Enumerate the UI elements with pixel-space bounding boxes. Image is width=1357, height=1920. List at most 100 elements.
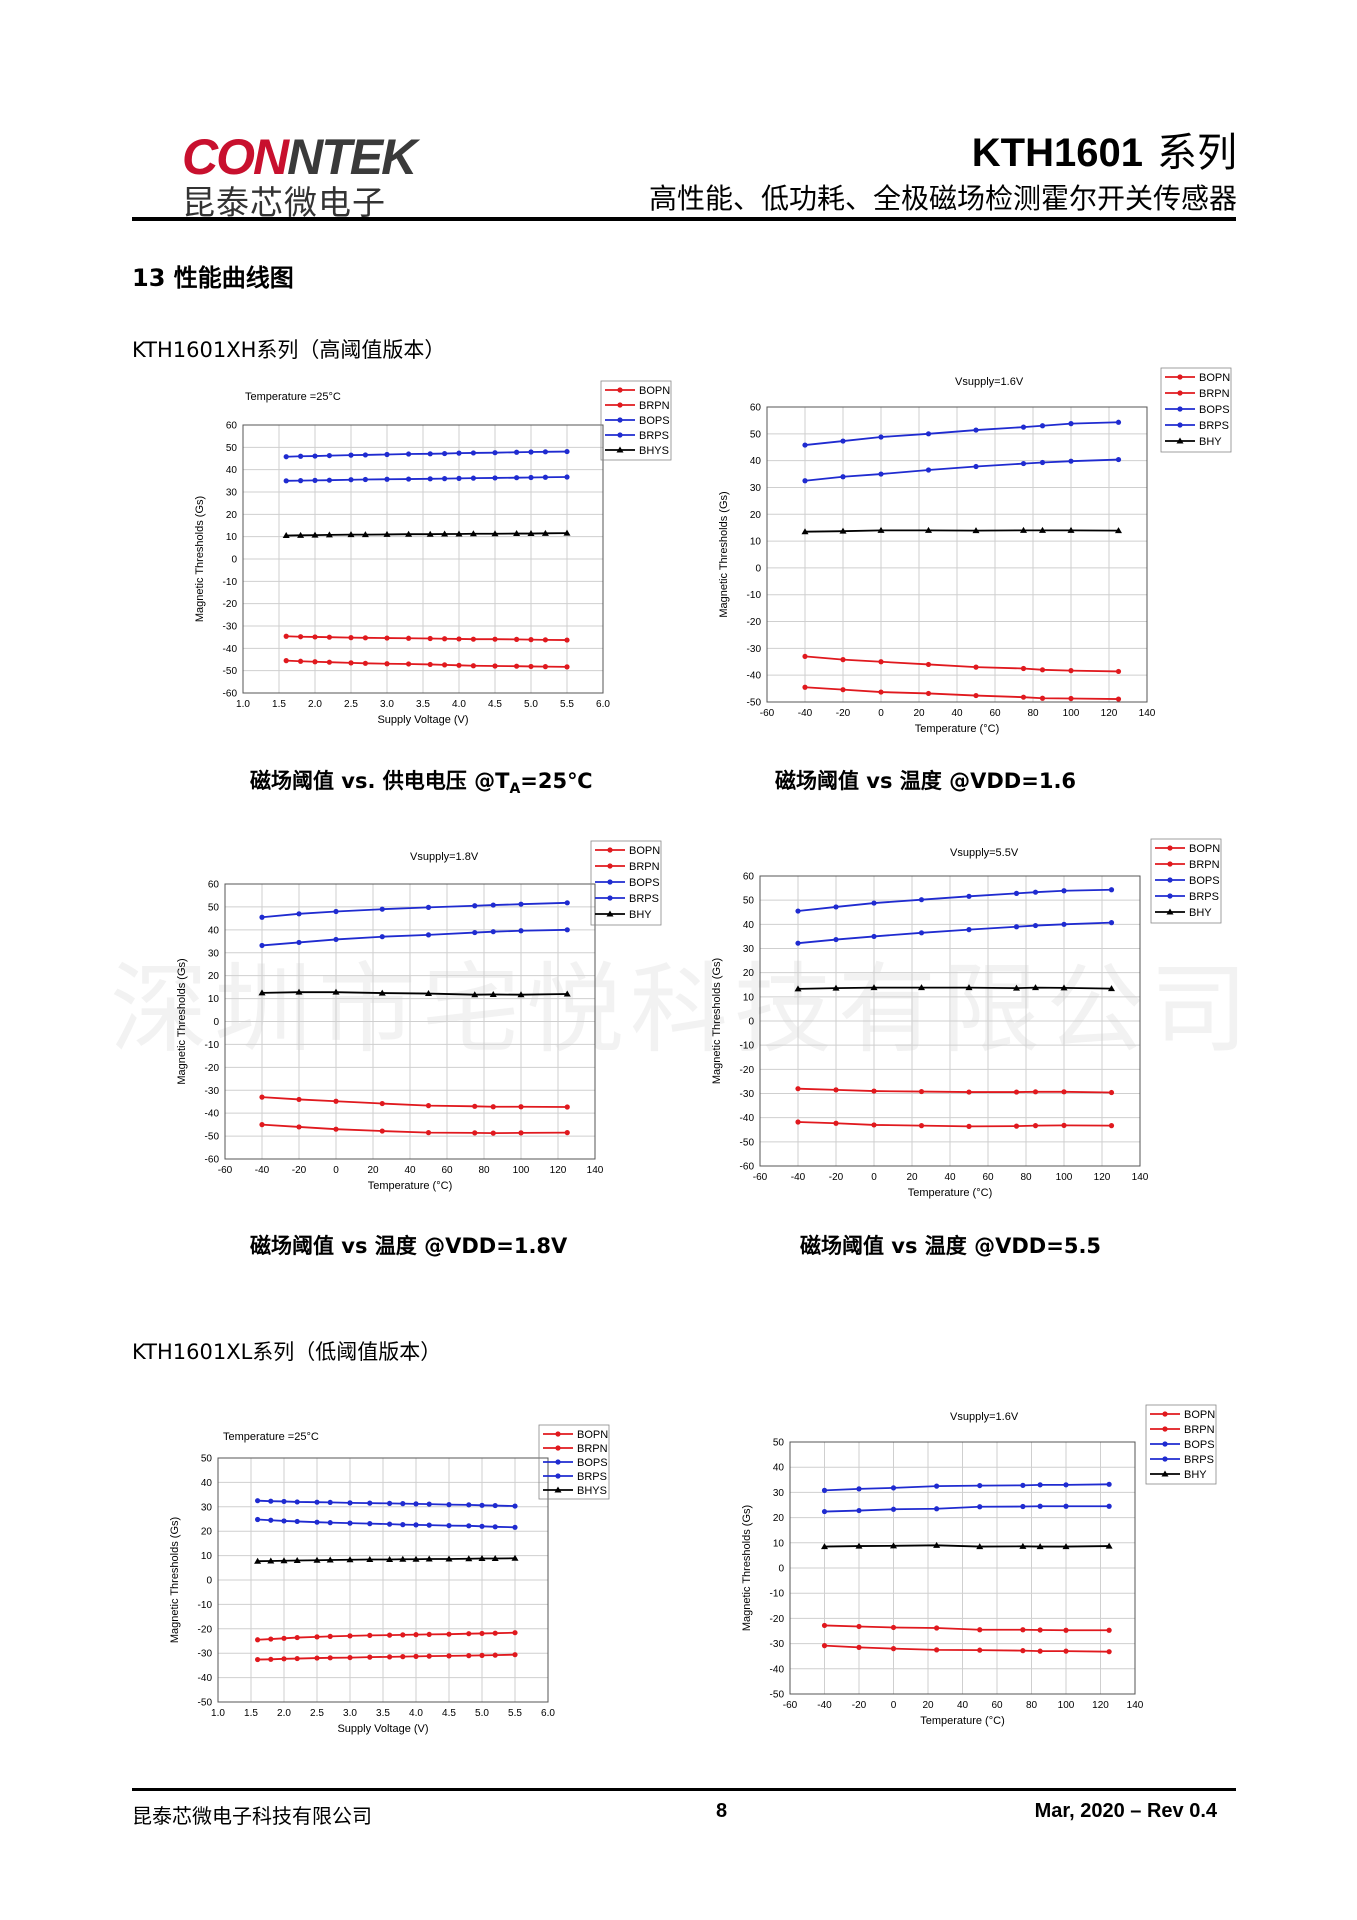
data-point [268,1636,274,1642]
data-point [564,474,570,480]
data-point [347,531,355,538]
data-point [934,1647,940,1653]
data-point [918,984,925,991]
data-point [821,1487,828,1493]
x-tick-label: 0 [878,708,884,719]
data-point [564,927,570,933]
data-point [313,1556,321,1563]
data-point [312,634,318,640]
data-point [259,914,265,920]
y-tick-label: 30 [750,483,762,494]
legend-label: BOPN [577,1429,608,1441]
data-point [295,988,303,995]
data-point [367,1654,373,1660]
y-tick-label: 60 [750,403,762,414]
y-tick-label: -10 [205,1040,220,1051]
x-tick-label: 60 [991,1700,1003,1711]
data-point [281,1635,287,1641]
data-point [878,659,884,665]
x-tick-label: 2.0 [308,699,322,710]
chart-annotation: Vsupply=1.6V [955,376,1024,388]
x-tick-label: 60 [982,1172,994,1183]
data-point [478,1555,486,1562]
y-tick-label: -40 [770,1664,785,1675]
data-point [1105,1542,1113,1549]
data-point [255,1656,261,1663]
data-point [518,1130,524,1136]
data-point [298,634,304,640]
data-point [802,478,808,484]
data-point [314,1519,320,1525]
legend-label: BRPN [629,861,660,873]
y-tick-label: 10 [226,532,238,543]
chart-xh-temp-1v6: -60 -40 -20 0 20 40 60 80 100 120 140-50-40-30-20-… [718,367,1232,735]
x-tick-label: 4.0 [452,699,466,710]
data-point [1032,922,1039,929]
data-point [472,1130,478,1136]
x-tick-label: 1.0 [211,1708,225,1719]
data-point [413,1501,419,1507]
y-tick-label: -50 [205,1132,220,1143]
data-point [314,1634,320,1640]
x-tick-label: 40 [951,708,963,719]
y-tick-label: -40 [740,1113,755,1124]
data-point [856,1623,862,1630]
legend-marker [1167,861,1173,867]
caption-temp-1v6: 磁场阈值 vs 温度 @VDD=1.6 [775,769,1077,793]
data-point [466,1523,472,1529]
data-point [455,530,463,537]
data-point [1039,526,1046,533]
legend-label: BOPN [1184,1409,1215,1421]
data-point [400,1632,406,1638]
data-point [259,1094,265,1100]
x-tick-label: 2.5 [344,699,358,710]
chart-annotation: Vsupply=1.8V [410,851,479,863]
data-point [466,1653,472,1659]
data-point [314,1655,320,1661]
data-point [327,1520,333,1526]
x-tick-label: 140 [1139,708,1156,719]
data-point [479,1652,485,1658]
data-point [890,1506,897,1512]
legend-label: BRPS [577,1471,607,1483]
x-tick-label: 0 [333,1165,339,1176]
data-point [856,1644,862,1650]
y-tick-label: -10 [770,1589,785,1600]
y-tick-label: 40 [208,925,220,936]
data-point [333,1098,339,1104]
x-axis-label: Supply Voltage (V) [377,714,468,726]
data-point [470,450,476,456]
data-point [528,474,534,481]
data-point [542,637,548,643]
data-point [1037,1648,1043,1654]
data-point [379,906,385,912]
data-point [1063,1648,1069,1654]
data-point [890,1624,897,1631]
data-point [412,1555,420,1562]
data-point [281,1518,287,1524]
data-point [528,449,534,455]
y-tick-label: 60 [226,421,238,432]
legend-marker [617,402,623,408]
x-tick-label: -40 [817,1700,832,1711]
x-tick-label: 3.5 [376,1708,390,1719]
y-tick-label: -40 [205,1109,220,1120]
data-point [492,1502,498,1509]
data-point [925,690,932,697]
data-point [527,530,535,537]
data-point [871,1122,877,1128]
data-point [795,1119,801,1125]
y-tick-label: -50 [740,1137,755,1148]
data-point [1115,456,1122,463]
data-point [1068,458,1074,464]
legend-marker [554,1486,562,1493]
legend-marker [1161,1470,1169,1477]
plot-frame [224,883,596,1160]
data-point [427,661,433,668]
legend-marker [1166,908,1174,915]
legend-marker [555,1459,561,1465]
data-point [1115,696,1122,702]
x-tick-label: 3.5 [416,699,430,710]
data-point [1039,459,1046,466]
x-tick-label: 80 [1026,1700,1038,1711]
